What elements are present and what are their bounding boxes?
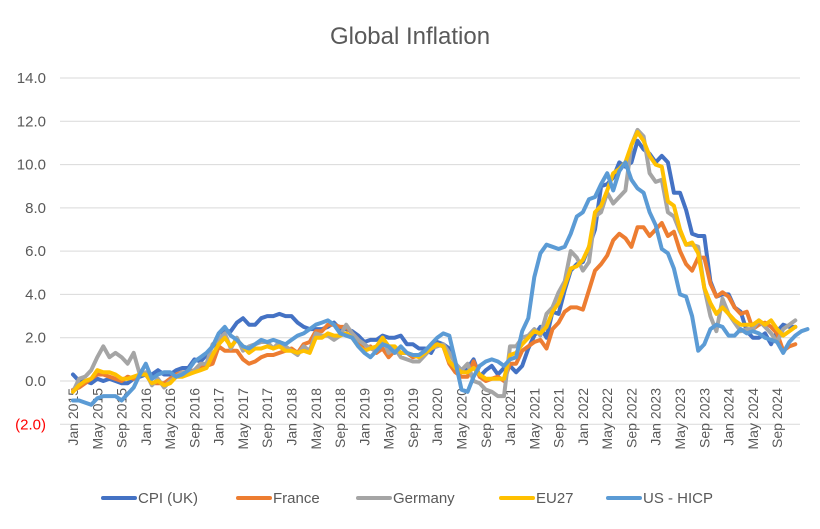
legend-label: EU27	[536, 490, 574, 507]
x-tick-label: Jan 2016	[138, 388, 154, 446]
y-tick-label: 12.0	[17, 113, 46, 130]
x-tick-label: May 2018	[308, 388, 324, 450]
y-axis-ticks: 14.0 12.0 10.0 8.0 6.0 4.0 2.0 0.0 (2.0)	[15, 70, 46, 433]
legend-label: France	[273, 490, 320, 507]
legend-label: US - HICP	[643, 490, 713, 507]
series-lines	[71, 127, 810, 407]
x-tick-label: Sep 2018	[332, 388, 348, 448]
x-tick-label: May 2024	[745, 388, 761, 450]
y-tick-label: 2.0	[25, 330, 46, 347]
series-line-eu27	[71, 130, 798, 394]
y-tick-label: 0.0	[25, 373, 46, 390]
y-tick-label: 10.0	[17, 157, 46, 174]
chart-title: Global Inflation	[330, 23, 490, 50]
x-tick-label: Jan 2024	[721, 388, 737, 446]
legend-item: EU27	[499, 490, 574, 507]
x-tick-label: Jan 2015	[65, 388, 81, 446]
x-tick-label: Jan 2022	[575, 388, 591, 446]
legend-item: US - HICP	[606, 490, 713, 507]
y-tick-label: 6.0	[25, 243, 46, 260]
x-tick-label: Sep 2024	[769, 388, 785, 448]
legend-item: Germany	[356, 490, 455, 507]
x-tick-label: May 2021	[526, 388, 542, 450]
legend-item: France	[236, 490, 320, 507]
x-tick-label: Jan 2017	[211, 388, 227, 446]
x-tick-label: Jan 2018	[284, 388, 300, 446]
legend-item: CPI (UK)	[101, 490, 198, 507]
x-tick-label: Jan 2020	[429, 388, 445, 446]
x-tick-label: May 2020	[453, 388, 469, 450]
x-tick-label: Sep 2022	[623, 388, 639, 448]
legend: CPI (UK) France Germany EU27 US - HICP	[101, 490, 713, 507]
x-tick-label: Sep 2017	[259, 388, 275, 448]
gridlines	[60, 77, 800, 425]
x-tick-label: Jan 2019	[356, 388, 372, 446]
y-tick-label: 14.0	[17, 70, 46, 87]
series-line-france	[71, 221, 798, 392]
y-tick-label: (2.0)	[15, 416, 46, 433]
y-tick-label: 8.0	[25, 200, 46, 217]
x-tick-label: Sep 2015	[114, 388, 130, 448]
x-tick-label: May 2019	[381, 388, 397, 450]
x-axis-ticks: Jan 2015 May 2015 Sep 2015 Jan 2016 May 2016…	[65, 388, 785, 450]
y-tick-label: 4.0	[25, 286, 46, 303]
series-line-us-hicp	[71, 160, 810, 407]
x-tick-label: May 2023	[672, 388, 688, 450]
x-tick-label: Sep 2023	[696, 388, 712, 448]
x-tick-label: Sep 2021	[551, 388, 567, 448]
x-tick-label: May 2017	[235, 388, 251, 450]
x-tick-label: Jan 2023	[648, 388, 664, 446]
legend-label: CPI (UK)	[138, 490, 198, 507]
legend-label: Germany	[393, 490, 455, 507]
x-tick-label: May 2022	[599, 388, 615, 450]
x-tick-label: Sep 2016	[186, 388, 202, 448]
x-tick-label: Jan 2021	[502, 388, 518, 446]
x-tick-label: May 2016	[162, 388, 178, 450]
x-tick-label: Sep 2019	[405, 388, 421, 448]
x-tick-label: Sep 2020	[478, 388, 494, 448]
